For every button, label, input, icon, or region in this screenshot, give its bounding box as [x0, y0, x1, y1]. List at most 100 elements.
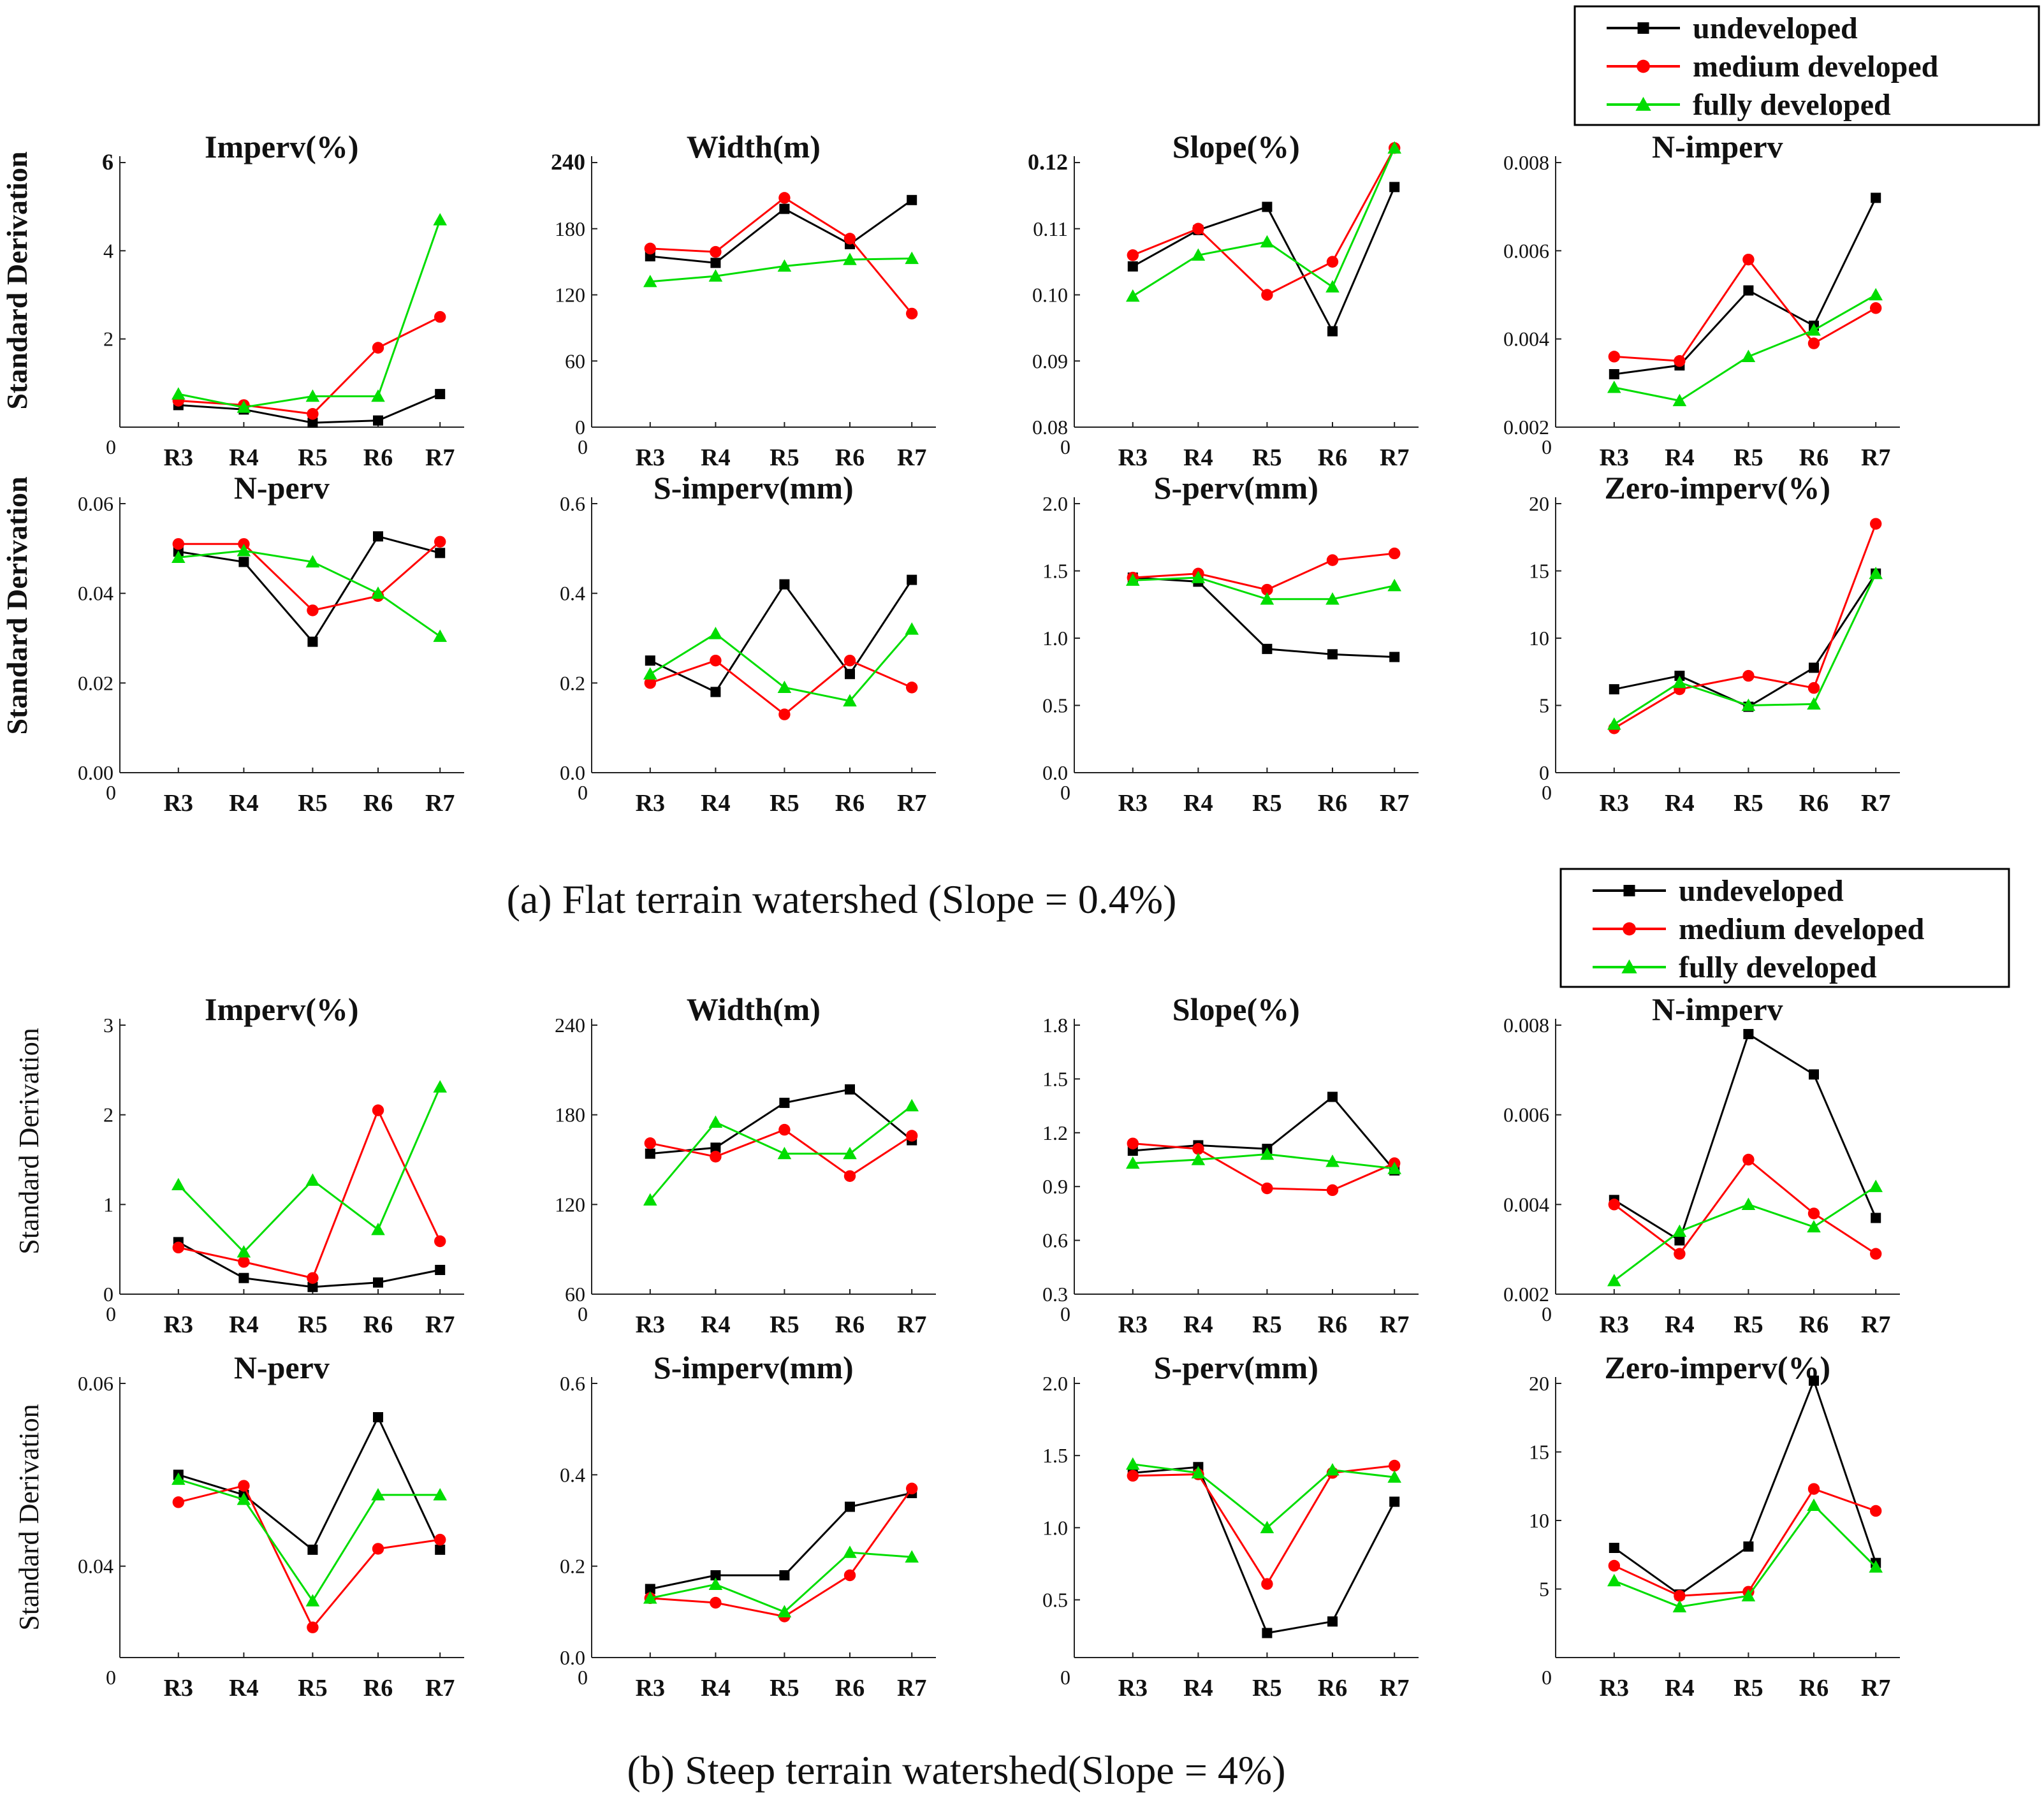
- series-line-medium-developed: [1132, 147, 1396, 296]
- data-point-medium-developed: [1608, 1199, 1620, 1211]
- x-tick-label: R5: [1734, 1675, 1763, 1702]
- data-point-medium-developed: [843, 1569, 856, 1582]
- data-point-undeveloped: [1809, 1375, 1819, 1386]
- x-tick-label: R5: [770, 444, 799, 471]
- data-point-fully-developed: [172, 1472, 186, 1485]
- data-point-undeveloped: [710, 258, 721, 268]
- data-point-undeveloped: [435, 389, 446, 400]
- series-line-medium-developed: [1614, 258, 1876, 362]
- data-point-medium-developed: [434, 1235, 446, 1248]
- x-tick-label: R7: [1861, 1311, 1890, 1338]
- data-point-fully-developed: [1325, 1462, 1340, 1476]
- data-point-fully-developed: [433, 1488, 447, 1501]
- x-tick-label: R4: [701, 1311, 730, 1338]
- y-axis-label: Standard Derivation: [1, 151, 33, 409]
- data-point-fully-developed: [1607, 717, 1621, 730]
- x-tick-label: R5: [1734, 790, 1763, 817]
- data-point-medium-developed: [434, 536, 446, 548]
- y-tick-label: 0.3: [1042, 1283, 1068, 1306]
- x-tick-label: R6: [1799, 1675, 1829, 1702]
- y-tick-label: 1.2: [1042, 1121, 1068, 1144]
- x-tick-label: R3: [164, 1311, 193, 1338]
- data-point-fully-developed: [371, 1488, 385, 1501]
- y-tick-label: 0.06: [78, 1372, 113, 1395]
- data-point-fully-developed: [1126, 289, 1140, 302]
- data-point-fully-developed: [1672, 1600, 1687, 1613]
- chart-title: Slope(%): [1172, 991, 1300, 1027]
- data-point-fully-developed: [777, 680, 792, 694]
- x-tick-label: R3: [1118, 444, 1148, 471]
- data-point-fully-developed: [1191, 1153, 1206, 1165]
- data-point-undeveloped: [307, 1544, 318, 1555]
- y-tick-label: 60: [565, 1283, 585, 1306]
- x-tick-label: R6: [1318, 444, 1347, 471]
- data-point-medium-developed: [1870, 518, 1882, 530]
- x-tick-label: R4: [701, 444, 730, 471]
- data-point-fully-developed: [305, 555, 320, 568]
- data-point-medium-developed: [644, 1137, 656, 1149]
- chart-a-zero-imperv: Zero-imperv(%) 00 5 10 15 20 R3 R4 R5 R6 R7: [1529, 470, 1900, 817]
- data-point-fully-developed: [305, 1594, 320, 1607]
- data-point-medium-developed: [434, 1533, 446, 1546]
- x-tick-label: R3: [1600, 790, 1629, 817]
- data-point-fully-developed: [1869, 1560, 1883, 1573]
- y-tick-label: 0.6: [1042, 1229, 1068, 1252]
- legend-label: undeveloped: [1693, 11, 1858, 45]
- x-tick-label: R4: [701, 1675, 730, 1702]
- data-point-fully-developed: [305, 1173, 320, 1186]
- origin-label: 0: [1060, 781, 1070, 804]
- y-tick-label: 15: [1529, 1441, 1549, 1464]
- x-tick-label: R4: [1183, 790, 1213, 817]
- x-tick-label: R4: [229, 1311, 258, 1338]
- legend-a: undeveloped medium developed fully develop…: [1573, 5, 2040, 126]
- legend-marker: [1637, 22, 1649, 34]
- chart-title: S-perv(mm): [1154, 1350, 1318, 1385]
- x-tick-label: R6: [835, 1675, 865, 1702]
- data-point-fully-developed: [843, 1146, 857, 1160]
- x-tick-label: R5: [1252, 444, 1281, 471]
- data-point-medium-developed: [372, 1104, 384, 1116]
- x-tick-label: R7: [1380, 790, 1409, 817]
- chart-title: Width(m): [687, 129, 821, 164]
- data-point-fully-developed: [643, 667, 657, 680]
- y-tick-label: 0.00: [78, 761, 113, 784]
- y-tick-label: 1.5: [1042, 1444, 1068, 1467]
- data-point-medium-developed: [172, 1496, 184, 1508]
- data-point-fully-developed: [172, 1177, 186, 1191]
- x-tick-label: R5: [298, 1675, 327, 1702]
- y-tick-label: 1.5: [1042, 1067, 1068, 1090]
- x-tick-label: R7: [425, 1311, 455, 1338]
- data-point-fully-developed: [1191, 1466, 1206, 1478]
- data-point-medium-developed: [1127, 249, 1139, 261]
- y-tick-label: 0.006: [1503, 239, 1549, 262]
- data-point-undeveloped: [1262, 643, 1273, 654]
- data-point-undeveloped: [1389, 652, 1400, 662]
- x-tick-label: R3: [1600, 1311, 1629, 1338]
- legend-marker: [1637, 59, 1650, 73]
- y-tick-label: 0.006: [1503, 1104, 1549, 1126]
- data-point-medium-developed: [778, 708, 791, 720]
- data-point-medium-developed: [172, 538, 184, 550]
- data-point-undeveloped: [845, 669, 855, 680]
- y-tick-label: 0.008: [1503, 151, 1549, 174]
- legend-marker: [1623, 885, 1635, 896]
- data-point-undeveloped: [845, 1084, 855, 1095]
- data-point-undeveloped: [907, 574, 917, 585]
- data-point-fully-developed: [371, 389, 385, 402]
- x-tick-label: R5: [770, 1311, 799, 1338]
- x-tick-label: R3: [1118, 790, 1148, 817]
- data-point-medium-developed: [644, 242, 656, 255]
- origin-label: 0: [578, 781, 588, 804]
- x-tick-label: R5: [298, 444, 327, 471]
- y-tick-label: 0.06: [78, 492, 113, 515]
- chart-title: N-perv: [234, 1350, 330, 1385]
- origin-label: 0: [1542, 1302, 1552, 1325]
- series-line-fully-developed: [177, 1086, 441, 1254]
- data-point-fully-developed: [1325, 280, 1340, 293]
- data-point-fully-developed: [1126, 1457, 1140, 1470]
- y-tick-label: 0.4: [560, 582, 585, 605]
- data-point-medium-developed: [710, 1596, 722, 1609]
- x-tick-label: R4: [1183, 1311, 1213, 1338]
- y-tick-label: 0.04: [78, 582, 113, 605]
- data-point-undeveloped: [1743, 1541, 1754, 1552]
